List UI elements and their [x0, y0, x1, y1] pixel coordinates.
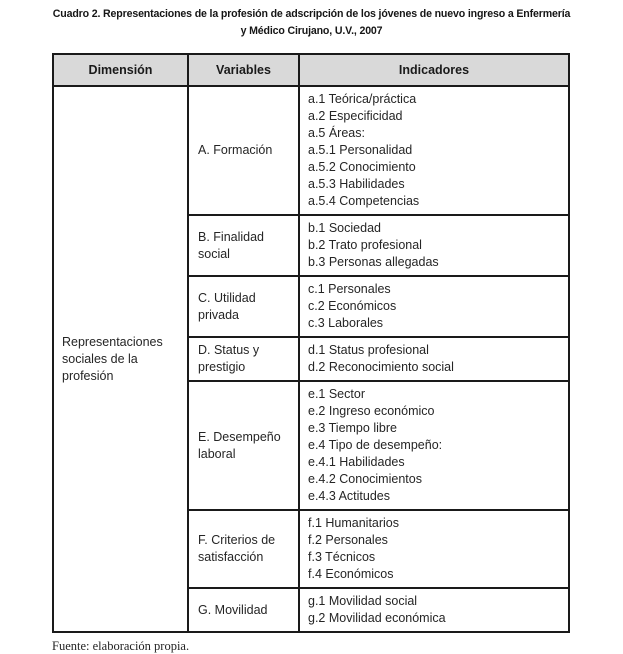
cuadro-2-table: Dimensión Variables Indicadores Represen…: [52, 53, 570, 633]
indicators-cell-formacion: a.1 Teórica/práctica a.2 Especificidad a…: [298, 85, 570, 216]
variable-cell-formacion: A. Formación: [187, 85, 300, 216]
indicators-cell-desempeno-laboral: e.1 Sector e.2 Ingreso económico e.3 Tie…: [298, 380, 570, 511]
table-row-formacion: Representaciones sociales de la profesió…: [52, 85, 570, 633]
variable-cell-status-prestigio: D. Status y prestigio: [187, 336, 300, 382]
variable-cell-desempeno-laboral: E. Desempeño laboral: [187, 380, 300, 511]
table-row-finalidad-social: B. Finalidad social b.1 Sociedad b.2 Tra…: [53, 214, 570, 277]
table-row-desempeno-laboral: E. Desempeño laboral e.1 Sector e.2 Ingr…: [53, 380, 570, 511]
col-header-indicadores: Indicadores: [298, 53, 570, 87]
variable-cell-utilidad-privada: C. Utilidad privada: [187, 275, 300, 338]
table-row-utilidad-privada: C. Utilidad privada c.1 Personales c.2 E…: [53, 275, 570, 338]
col-header-dimension: Dimensión: [52, 53, 189, 87]
dimension-cell: Representaciones sociales de la profesió…: [52, 85, 189, 633]
table-caption-line-2: y Médico Cirujano, U.V., 2007: [240, 25, 383, 37]
indicators-cell-utilidad-privada: c.1 Personales c.2 Económicos c.3 Labora…: [298, 275, 570, 338]
table-row-criterios-satisfaccion: F. Criterios de satisfacción f.1 Humanit…: [53, 509, 570, 589]
variable-cell-finalidad-social: B. Finalidad social: [187, 214, 300, 277]
table-caption-line-1: Cuadro 2. Representaciones de la profesi…: [52, 8, 571, 20]
table-row-status-prestigio: D. Status y prestigio d.1 Status profesi…: [53, 336, 570, 382]
col-header-variables: Variables: [187, 53, 300, 87]
indicators-cell-movilidad: g.1 Movilidad social g.2 Movilidad econó…: [298, 587, 570, 633]
source-note: Fuente: elaboración propia.: [52, 639, 190, 653]
variable-cell-movilidad: G. Movilidad: [187, 587, 300, 633]
table-caption: Cuadro 2. Representaciones de la profesi…: [3, 6, 620, 40]
indicators-cell-finalidad-social: b.1 Sociedad b.2 Trato profesional b.3 P…: [298, 214, 570, 277]
variable-cell-criterios-satisfaccion: F. Criterios de satisfacción: [187, 509, 300, 589]
header-row: Dimensión Variables Indicadores: [52, 53, 570, 87]
indicators-cell-status-prestigio: d.1 Status profesional d.2 Reconocimient…: [298, 336, 570, 382]
indicators-cell-criterios-satisfaccion: f.1 Humanitarios f.2 Personales f.3 Técn…: [298, 509, 570, 589]
